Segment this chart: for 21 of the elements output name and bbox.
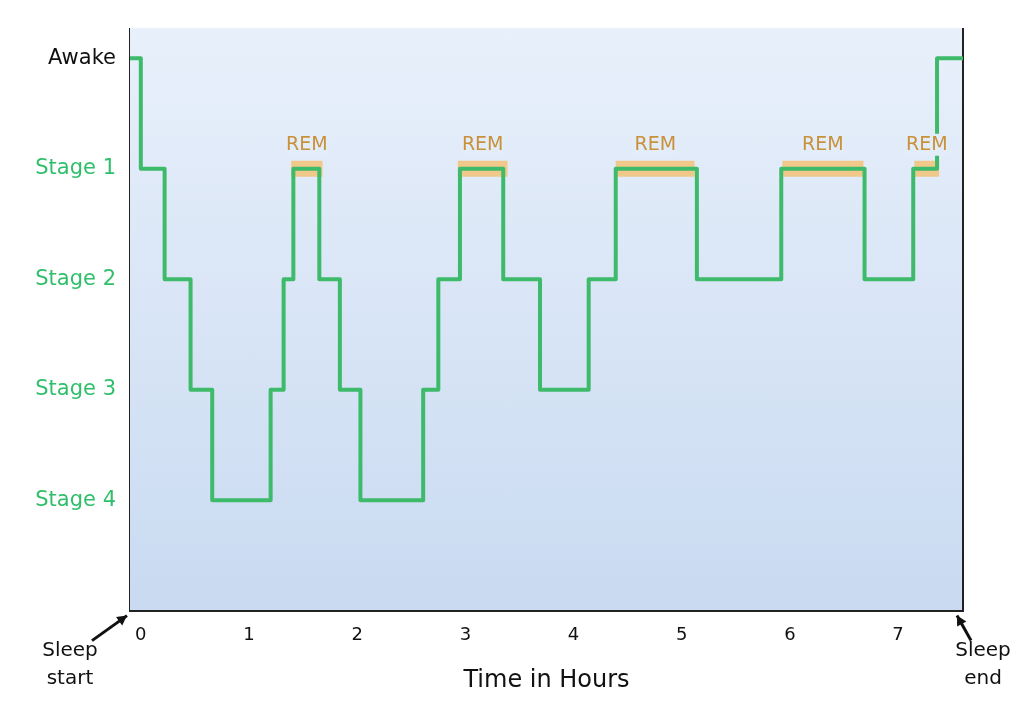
text: Stage 2 [35, 265, 116, 290]
x-tick-label: 7 [892, 623, 904, 645]
series-label: REM [286, 132, 328, 155]
text: Sleep start [42, 636, 98, 689]
text: Sleep end [955, 636, 1011, 689]
series-label: REM [802, 132, 844, 155]
x-tick-label: 4 [567, 623, 580, 645]
text: Stage 1 [35, 155, 116, 180]
series-label: REM [905, 132, 948, 155]
x-tick-label: 0 [135, 623, 147, 645]
text: Awake [48, 44, 116, 69]
x-tick-label: 1 [243, 623, 255, 645]
x-axis-title: Time in Hours [462, 664, 630, 693]
series-label: REM [461, 132, 504, 155]
x-tick-label: 2 [351, 623, 363, 645]
text: Stage 3 [35, 376, 116, 401]
x-tick-label: 3 [459, 623, 472, 645]
x-tick-label: 6 [784, 623, 796, 645]
x-tick-label: 5 [676, 623, 688, 645]
series-label: REM [634, 132, 677, 155]
text: Stage 4 [35, 486, 116, 511]
